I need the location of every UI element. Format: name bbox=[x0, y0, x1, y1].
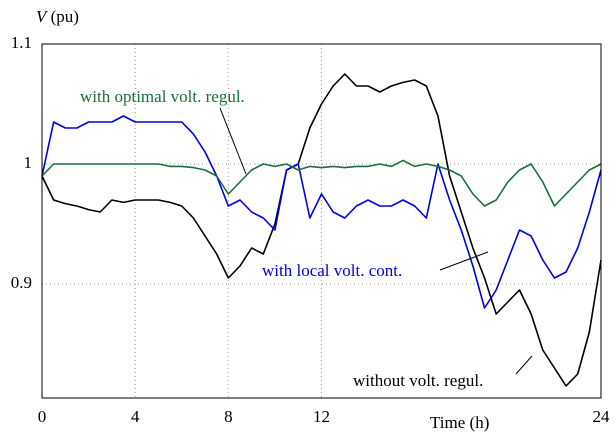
plot-frame bbox=[41, 43, 602, 399]
x-axis-label: Time (h) bbox=[430, 413, 489, 432]
leader-line bbox=[515, 355, 533, 375]
x-tick-label: 4 bbox=[131, 407, 140, 426]
x-tick-label: 24 bbox=[593, 407, 611, 426]
x-tick-label: 8 bbox=[224, 407, 233, 426]
y-axis-label: V (pu) bbox=[36, 7, 79, 26]
leader-line bbox=[219, 107, 247, 175]
y-tick-label: 0.9 bbox=[11, 273, 32, 292]
x-tick-label: 12 bbox=[313, 407, 330, 426]
x-tick-label: 0 bbox=[38, 407, 47, 426]
y-tick-label: 1 bbox=[24, 153, 33, 172]
series-line bbox=[41, 159, 602, 207]
annotation: with local volt. cont. bbox=[262, 261, 402, 280]
annotation: with optimal volt. regul. bbox=[80, 87, 245, 106]
y-label-unit: (pu) bbox=[51, 7, 79, 26]
y-label-symbol: V bbox=[36, 7, 49, 26]
leader-line bbox=[439, 251, 489, 271]
series-line bbox=[41, 73, 602, 387]
y-tick-label: 1.1 bbox=[11, 33, 32, 52]
series-line bbox=[41, 115, 602, 309]
annotation: without volt. regul. bbox=[353, 371, 483, 390]
